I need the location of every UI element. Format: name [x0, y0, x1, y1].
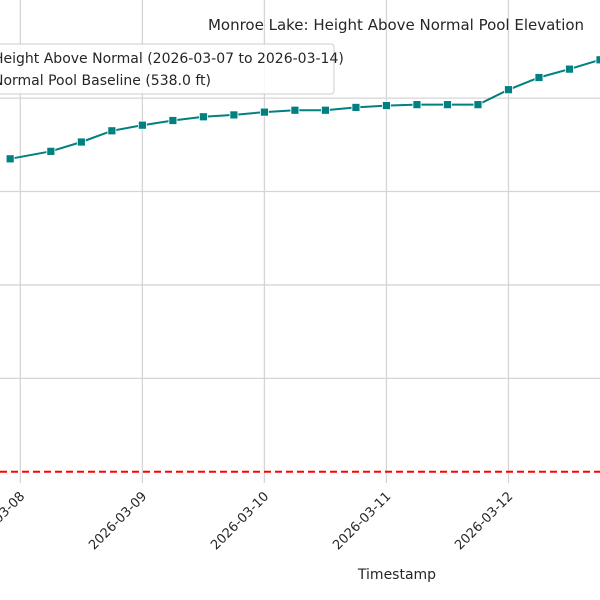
legend-box	[0, 43, 335, 95]
data-point	[595, 55, 600, 65]
legend-label-height: Height Above Normal (2026-03-07 to 2026-…	[0, 51, 344, 67]
data-point	[565, 64, 574, 74]
legend-label-baseline: Normal Pool Baseline (538.0 ft)	[0, 73, 211, 89]
series-layer	[5, 55, 600, 164]
data-point	[46, 146, 56, 156]
data-point	[137, 120, 147, 130]
data-point	[107, 126, 117, 136]
data-point	[351, 103, 361, 112]
data-point	[76, 137, 86, 147]
data-point	[290, 105, 300, 115]
data-point	[260, 107, 269, 117]
x-tick-label: 2026-03-11	[330, 489, 394, 553]
data-point	[198, 112, 208, 122]
data-point	[412, 100, 422, 110]
data-point	[321, 105, 330, 115]
legend: Height Above Normal (2026-03-07 to 2026-…	[0, 43, 344, 95]
chart-title: Monroe Lake: Height Above Normal Pool El…	[208, 16, 584, 34]
x-axis-title: Timestamp	[357, 567, 436, 583]
x-tick-label: 2026-03-10	[208, 489, 272, 553]
x-tick-label: 2026-03-12	[452, 489, 516, 553]
x-tick-label: 2026-03-09	[86, 489, 150, 553]
data-point	[473, 100, 483, 110]
data-point	[534, 73, 544, 82]
x-tick-label: 2026-03-08	[0, 489, 28, 553]
data-point	[443, 100, 452, 110]
data-point	[168, 116, 178, 125]
data-point	[382, 101, 391, 110]
x-tick-labels: 2026-03-08 2026-03-09 2026-03-10 2026-03-11…	[0, 489, 516, 553]
data-point	[504, 85, 513, 95]
data-point	[5, 154, 15, 164]
data-point	[229, 110, 239, 120]
